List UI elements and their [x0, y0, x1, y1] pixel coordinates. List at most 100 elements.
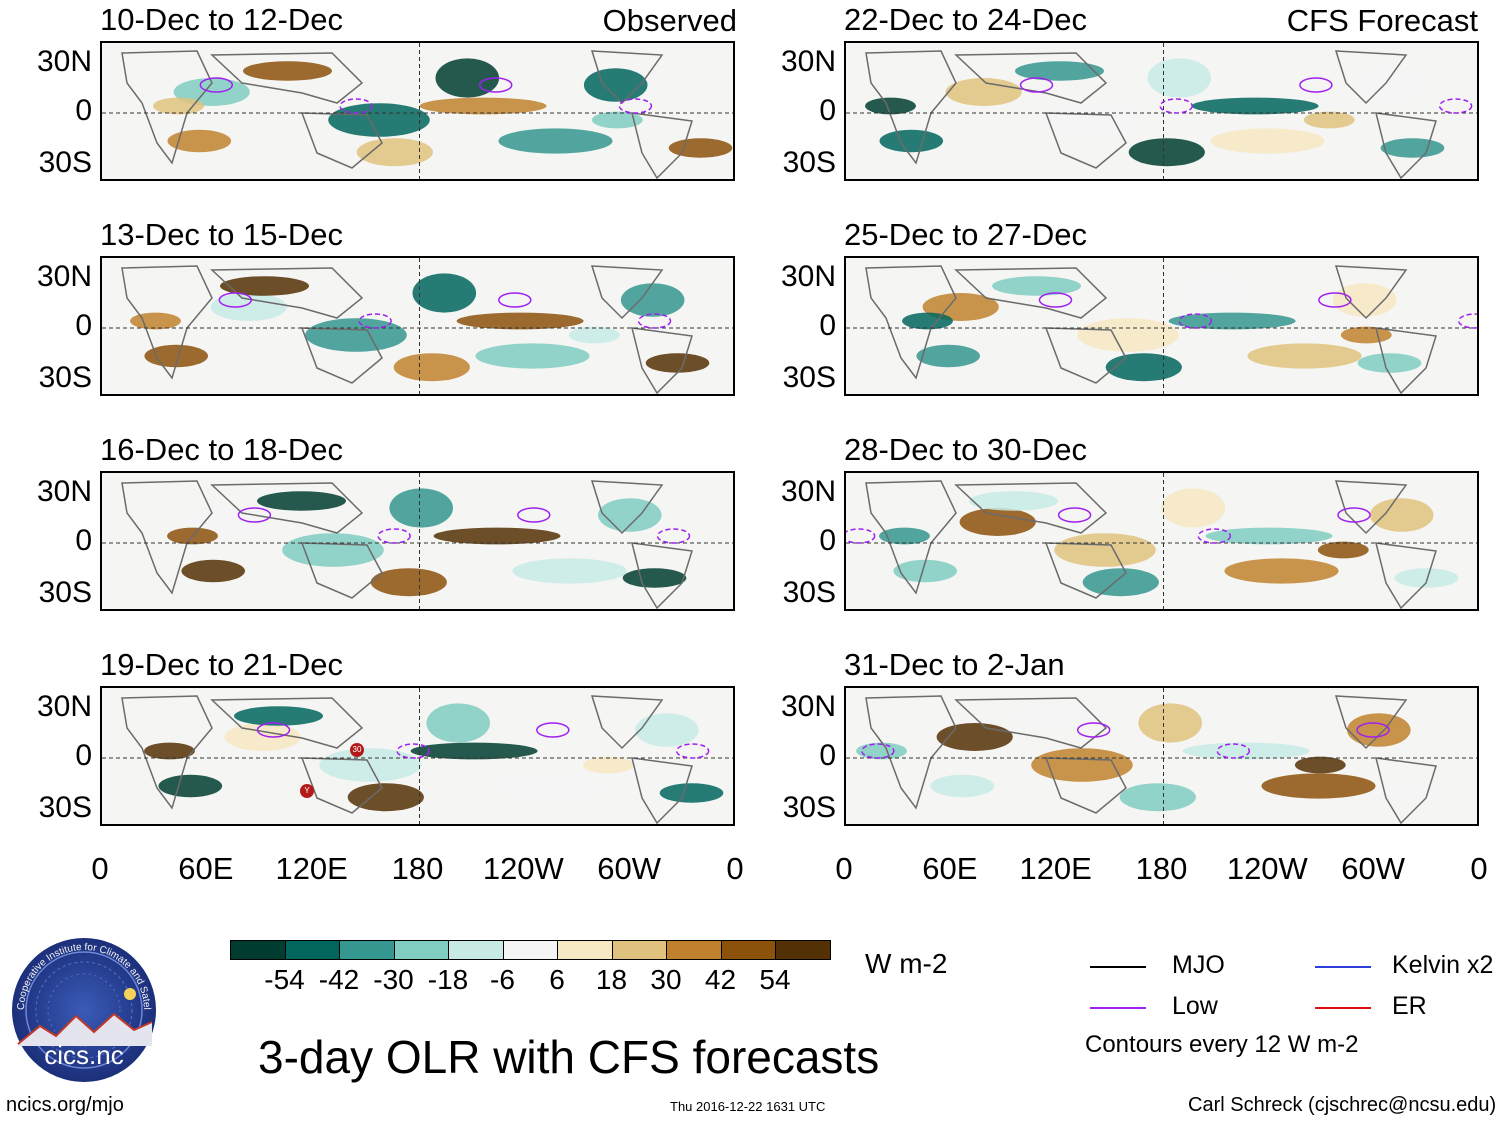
y-tick-label: 0: [819, 739, 836, 772]
continent-outline: [1334, 480, 1408, 535]
panel-title: 10-Dec to 12-Dec: [100, 2, 343, 37]
y-tick-label: 30S: [38, 360, 92, 394]
legend-er-label: ER: [1392, 992, 1427, 1020]
legend-mjo-label: MJO: [1172, 951, 1225, 979]
olr-anomaly-blob: [282, 533, 384, 567]
colorbar-swatch: [502, 940, 558, 960]
olr-map-panel: [844, 471, 1479, 611]
olr-anomaly-blob: [210, 293, 287, 321]
olr-anomaly-blob: [456, 312, 584, 330]
olr-map-panel: [100, 41, 735, 181]
olr-anomaly-blob: [257, 491, 346, 511]
low-contour: [637, 313, 672, 329]
continent-outline: [865, 50, 957, 165]
olr-anomaly-blob: [1371, 783, 1436, 803]
olr-anomaly-blob: [568, 326, 620, 344]
olr-anomaly-blob: [545, 541, 597, 559]
continent-outline: [1044, 327, 1127, 384]
panel-title: 19-Dec to 21-Dec: [100, 647, 343, 682]
olr-anomaly-blob: [1168, 312, 1296, 330]
y-tick-label: 30S: [38, 790, 92, 824]
panel-title: 16-Dec to 18-Dec: [100, 432, 343, 467]
olr-anomaly-blob: [856, 742, 907, 760]
legend-mjo-line: [1090, 966, 1146, 968]
olr-anomaly-blob: [419, 97, 547, 115]
continent-outline: [121, 50, 213, 165]
colorbar-swatch: [284, 940, 340, 960]
olr-anomaly-blob: [498, 128, 613, 154]
olr-map-panel: [100, 471, 735, 611]
legend-low-label: Low: [1172, 992, 1218, 1020]
continent-outline: [1044, 542, 1127, 599]
continent-outline: [865, 695, 957, 810]
continent-outline: [210, 267, 364, 319]
legend-low-line: [1090, 1007, 1146, 1009]
continent-outline: [631, 327, 693, 394]
colorbar-swatch: [339, 940, 395, 960]
continent-outline: [865, 480, 957, 595]
observed-label: Observed: [602, 3, 737, 38]
olr-map-panel: [100, 686, 735, 826]
continent-outline: [121, 265, 213, 380]
continent-outline: [631, 112, 693, 179]
low-contour: [1337, 507, 1371, 523]
low-contour: [218, 292, 253, 308]
olr-anomaly-blob: [412, 273, 477, 313]
y-tick-label: 30N: [780, 260, 836, 293]
olr-anomaly-blob: [865, 97, 916, 115]
colorbar-label: 54: [759, 964, 791, 995]
legend-note: Contours every 12 W m-2: [1085, 1031, 1359, 1058]
continent-outline: [954, 267, 1108, 319]
olr-anomaly-blob: [1294, 756, 1346, 774]
y-tick-label: 30N: [36, 260, 92, 293]
olr-anomaly-blob: [582, 756, 634, 774]
olr-anomaly-blob: [347, 783, 424, 812]
y-tick-label: 0: [75, 739, 92, 772]
olr-anomaly-blob: [893, 559, 957, 583]
x-tick-label: 120E: [275, 851, 348, 886]
y-tick-label: 30N: [36, 690, 92, 723]
olr-anomaly-blob: [668, 138, 733, 158]
y-tick-label: 30N: [36, 475, 92, 508]
olr-anomaly-blob: [144, 742, 195, 760]
y-tick-label: 30N: [36, 45, 92, 78]
x-tick-label: 180: [1135, 851, 1188, 886]
continent-outline: [954, 482, 1108, 534]
cics-logo: Cooperative Institute for Climate and Sa…: [7, 928, 158, 1084]
olr-anomaly-blob: [475, 343, 590, 369]
olr-anomaly-blob: [598, 498, 662, 532]
olr-anomaly-blob: [1247, 343, 1362, 369]
olr-anomaly-blob: [1119, 783, 1196, 812]
low-contour: [1159, 98, 1193, 114]
low-contour: [339, 98, 373, 114]
olr-anomaly-blob: [1317, 541, 1369, 559]
colorbar-swatch: [666, 940, 722, 960]
panel-title: 13-Dec to 15-Dec: [100, 217, 343, 252]
x-tick-label: 120E: [1019, 851, 1092, 886]
low-contour: [237, 507, 272, 523]
x-tick-label: 0: [726, 851, 744, 886]
olr-anomaly-blob: [433, 527, 561, 545]
footer-url[interactable]: ncics.org/mjo: [6, 1094, 124, 1116]
olr-anomaly-blob: [220, 276, 309, 296]
y-tick-label: 30S: [782, 145, 836, 179]
colorbar-swatch: [393, 940, 449, 960]
olr-anomaly-blob: [1040, 103, 1142, 137]
olr-map-panel: [844, 686, 1479, 826]
olr-anomaly-blob: [1138, 703, 1202, 743]
olr-anomaly-blob: [1357, 353, 1422, 373]
continent-outline: [865, 265, 957, 380]
y-tick-label: 30N: [780, 475, 836, 508]
low-contour: [377, 528, 411, 544]
y-tick-label: 0: [819, 524, 836, 557]
y-tick-label: 0: [819, 309, 836, 342]
colorbar-label: -42: [318, 964, 360, 995]
olr-anomaly-blob: [187, 508, 264, 536]
y-tick-label: 0: [75, 94, 92, 127]
olr-anomaly-blob: [1205, 527, 1333, 545]
continent-outline: [121, 695, 213, 810]
olr-anomaly-blob: [1031, 748, 1133, 782]
olr-anomaly-blob: [945, 78, 1022, 106]
olr-anomaly-blob: [1347, 713, 1411, 747]
y-tick-label: 30S: [782, 575, 836, 609]
